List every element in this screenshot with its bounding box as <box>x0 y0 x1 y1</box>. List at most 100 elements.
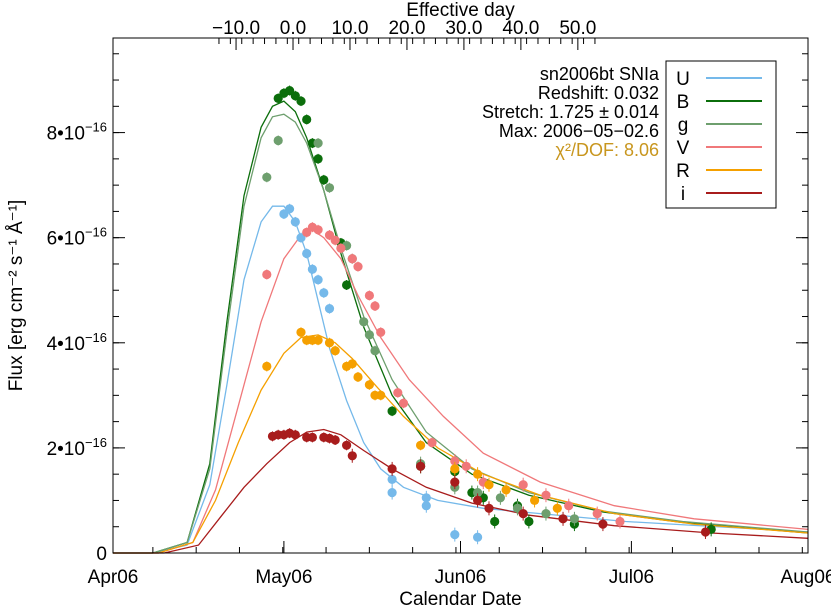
data-point-V <box>450 456 460 466</box>
legend-label-g: g <box>678 115 689 136</box>
data-point-V <box>518 480 528 490</box>
data-point-U <box>324 304 335 314</box>
data-point-R <box>484 480 494 490</box>
data-point-V <box>398 398 409 408</box>
data-point-B <box>296 96 306 106</box>
data-point-g <box>569 514 580 524</box>
data-point-R <box>473 469 483 479</box>
data-point-i <box>473 495 483 505</box>
data-point-i <box>700 527 711 537</box>
data-point-g <box>313 138 323 148</box>
data-point-i <box>518 508 528 519</box>
data-point-B <box>342 280 352 290</box>
y-tick-label: 8•10−16 <box>47 120 107 145</box>
data-point-B <box>302 114 312 125</box>
data-point-i <box>558 514 568 524</box>
data-point-V <box>461 461 471 471</box>
data-point-i <box>598 519 608 529</box>
data-point-U <box>421 501 431 511</box>
data-point-i <box>387 464 397 474</box>
data-point-g <box>541 508 551 519</box>
x-tick-label: Apr06 <box>88 567 139 588</box>
data-point-B <box>313 154 323 164</box>
data-point-B <box>319 175 329 185</box>
data-point-U <box>319 288 329 298</box>
x-tick-label: May06 <box>255 567 312 588</box>
data-point-R <box>364 380 374 390</box>
data-point-V <box>313 225 323 235</box>
data-point-R <box>262 361 272 371</box>
x2-tick-label: 0.0 <box>280 18 306 39</box>
y-tick-label: 6•10−16 <box>47 225 107 250</box>
data-point-V <box>336 243 346 253</box>
data-point-U <box>313 275 323 285</box>
data-point-R <box>347 359 357 369</box>
data-point-R <box>416 440 426 450</box>
data-point-i <box>347 451 357 461</box>
data-point-i <box>290 430 300 440</box>
y-tick-label: 0 <box>96 544 107 565</box>
data-point-U <box>387 474 397 484</box>
legend-label-B: B <box>677 92 690 113</box>
data-point-R <box>353 372 363 382</box>
model-curve-g <box>113 113 809 554</box>
data-point-g <box>262 172 272 182</box>
axis-ticks: Apr06 May06 Jun06 Jul06 Aug06 −10.0 0.0 10.0 20.… <box>47 18 831 588</box>
data-point-i <box>484 503 494 513</box>
x-tick-label: Jun06 <box>435 567 487 588</box>
info-annotation: sn2006bt SNIa Redshift: 0.032 Stretch: 1… <box>482 64 660 160</box>
data-point-i <box>416 461 426 471</box>
legend-box <box>665 60 777 209</box>
data-point-U <box>302 248 312 259</box>
data-point-R <box>376 390 386 400</box>
legend-label-U: U <box>676 69 690 90</box>
data-point-U <box>285 204 295 214</box>
x2-tick-label: −10.0 <box>212 18 260 39</box>
data-point-U <box>290 217 300 227</box>
data-point-g <box>359 317 369 327</box>
data-point-V <box>353 262 363 272</box>
data-point-g <box>273 135 283 146</box>
data-point-i <box>342 440 352 450</box>
legend-label-V: V <box>677 138 690 159</box>
info-line-stretch: Stretch: 1.725 ± 0.014 <box>482 102 659 122</box>
model-curves <box>113 100 809 554</box>
data-point-g <box>473 488 483 498</box>
data-point-V <box>262 269 272 280</box>
y-axis-title: Flux [erg cm⁻² s⁻¹ Å⁻¹] <box>6 200 27 392</box>
data-point-R <box>501 485 511 495</box>
data-point-V <box>393 388 403 398</box>
top-axis-title: Effective day <box>406 0 515 21</box>
data-point-U <box>307 264 317 274</box>
y-tick-label: 2•10−16 <box>47 435 107 460</box>
data-point-B <box>490 516 500 527</box>
data-point-R <box>552 503 562 513</box>
data-point-R <box>530 495 540 505</box>
data-point-V <box>541 490 551 500</box>
data-point-V <box>370 301 380 311</box>
data-point-U <box>387 488 397 498</box>
data-point-B <box>524 516 534 527</box>
x2-tick-label: 40.0 <box>502 18 539 39</box>
x2-tick-label: 10.0 <box>331 18 368 39</box>
info-line-max: Max: 2006−05−02.6 <box>499 121 659 141</box>
data-point-V <box>592 508 602 519</box>
data-point-U <box>473 532 483 542</box>
data-point-R <box>324 338 335 348</box>
data-point-R <box>296 327 306 337</box>
data-point-i <box>307 432 317 442</box>
model-curve-U <box>113 205 809 554</box>
data-point-V <box>564 501 574 511</box>
data-point-R <box>450 464 460 474</box>
x2-tick-label: 30.0 <box>445 18 482 39</box>
bottom-axis-title: Calendar Date <box>399 589 522 608</box>
data-point-B <box>387 406 397 416</box>
data-point-U <box>421 493 431 503</box>
info-line-name: sn2006bt SNIa <box>540 64 660 84</box>
data-point-V <box>364 290 374 301</box>
data-point-U <box>450 530 460 540</box>
data-point-V <box>330 235 340 245</box>
info-line-chi2: χ²/DOF: 8.06 <box>556 140 659 160</box>
